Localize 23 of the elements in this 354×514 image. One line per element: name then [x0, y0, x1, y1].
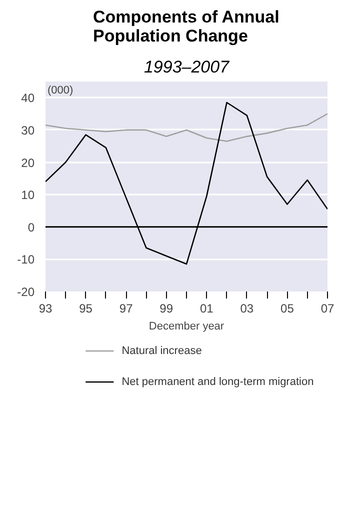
line-series: [46, 102, 328, 265]
x-tick-label: 01: [200, 302, 214, 316]
x-tick-label: 95: [79, 302, 93, 316]
line-series: [46, 113, 328, 142]
y-tick-label: -20: [17, 285, 35, 299]
legend-label: Natural increase: [122, 345, 202, 357]
x-tick-label: 97: [119, 302, 134, 316]
y-tick-label: 0: [28, 220, 35, 234]
legend-label: Net permanent and long-term migration: [122, 376, 314, 388]
y-axis-title: (000): [48, 84, 74, 96]
chart-subtitle: 1993–2007: [144, 58, 230, 76]
x-tick-label: 99: [160, 302, 174, 316]
y-tick-label: 40: [21, 91, 35, 106]
chart-title: Components of Annual Population Change: [93, 8, 280, 46]
x-tick-label: 03: [240, 302, 254, 316]
x-tick-label: 05: [280, 302, 294, 316]
y-tick-label: 20: [21, 156, 35, 170]
y-tick-label: -10: [17, 252, 35, 267]
y-tick-label: 10: [21, 188, 35, 202]
y-tick-label: 30: [21, 123, 35, 138]
x-tick-label: 93: [38, 302, 52, 316]
x-axis-title: December year: [148, 320, 224, 332]
x-tick-label: 07: [320, 302, 334, 316]
